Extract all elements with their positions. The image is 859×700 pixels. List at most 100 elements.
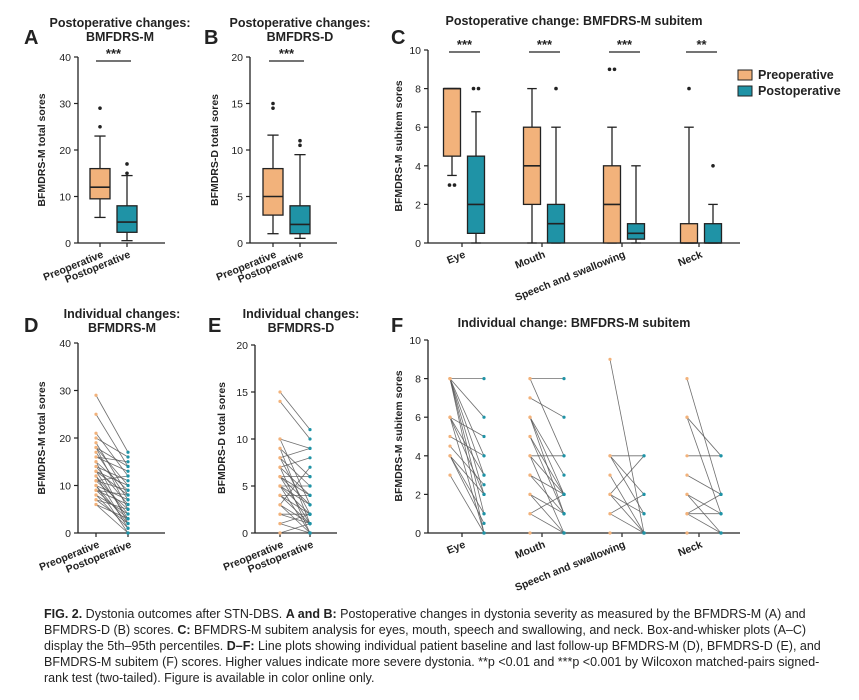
panel-f-pair-line (529, 494, 565, 534)
caption-fig-label: FIG. 2. (44, 607, 83, 621)
panel-a-y-tick-label: 20 (59, 145, 71, 157)
caption-text-4: Line plots showing individual patient ba… (44, 639, 821, 685)
panel-d-pair-line (95, 480, 129, 491)
panel-f-x-tick-label: Eye (445, 539, 467, 557)
panel-d-pre-point (94, 474, 98, 478)
panel-e-pre-point (278, 399, 282, 403)
panel-f-pair-line (609, 513, 645, 534)
panel-c-x-tick-label: Neck (676, 249, 704, 270)
panel-f-pre-point (608, 512, 612, 516)
panel-c-title: Postoperative change: BMFDRS-M subitem (446, 14, 703, 28)
panel-e-panel-label: E (208, 315, 221, 337)
panel-e-title: BFMDRS-D (268, 321, 335, 335)
panel-d-pre-point (94, 460, 98, 464)
panel-f-post-point (642, 454, 646, 458)
panel-d-post-point (126, 455, 130, 459)
panel-c-legend-label: Postoperative (758, 84, 841, 98)
panel-e-post-point (308, 522, 312, 526)
panel-c-post-box (703, 223, 723, 244)
panel-f-pre-point (528, 473, 532, 477)
panel-d-pair-line (95, 470, 129, 496)
panel-d-pair-line (95, 447, 129, 467)
panel-f-post-point (562, 415, 566, 419)
panel-e-pre-point (278, 522, 282, 526)
caption-text-2: Postoperative changes in dystonia severi… (44, 607, 806, 637)
panel-d-pre-point (94, 431, 98, 435)
panel-f-post-point (719, 512, 723, 516)
panel-f-pre-point (685, 531, 689, 535)
panel-f-pair-line (449, 455, 485, 524)
panel-b-post-outlier (298, 138, 302, 143)
panel-a-y-tick-label: 40 (59, 52, 71, 64)
panel-c-y-tick-label: 6 (415, 122, 421, 134)
panel-c-legend-label: Preoperative (758, 68, 834, 82)
panel-f-post-point (642, 512, 646, 516)
panel-f-pair-line (449, 417, 485, 495)
panel-e-pre-point (278, 512, 282, 516)
panel-f-pair-line (529, 436, 565, 495)
panel-e-title: Individual changes: (243, 307, 360, 321)
panel-f-post-point (482, 473, 486, 477)
panel-d-pair-line (95, 504, 129, 534)
panel-f-pre-point (685, 473, 689, 477)
panel-f-post-point (482, 377, 486, 381)
panel-f-pre-point (448, 454, 452, 458)
panel-d-post-point (126, 493, 130, 497)
panel-c-post-box (466, 155, 486, 234)
panel-f-pair-line (449, 474, 485, 534)
panel-e-pre-point (278, 493, 282, 497)
panel-b-pre-outlier (271, 101, 275, 106)
panel-f-post-point (482, 415, 486, 419)
panel-e-pair-line (279, 495, 311, 515)
panel-d-pair-line (95, 489, 129, 496)
panel-f-pair-line (529, 416, 565, 476)
panel-a-pre-outlier (98, 106, 102, 110)
panel-f-pre-point (608, 492, 612, 496)
panel-e-pre-point (278, 475, 282, 479)
panel-f-pre-point (608, 473, 612, 477)
panel-c-y-tick-label: 0 (415, 238, 421, 250)
panel-f-y-tick-label: 6 (415, 412, 421, 424)
panel-d-pair-line (95, 504, 129, 520)
panel-a-panel-label: A (24, 27, 38, 49)
panel-b-y-tick-label: 20 (231, 52, 243, 64)
panel-b-panel-label: B (204, 27, 218, 49)
panel-d-pair-line (95, 475, 129, 482)
panel-f-pre-point (448, 377, 452, 381)
panel-c-panel-label: C (391, 27, 405, 49)
panel-d-panel-label: D (24, 315, 38, 337)
panel-f-panel-label: F (391, 315, 403, 337)
panel-f-post-point (482, 531, 486, 535)
panel-d-post-point (126, 507, 130, 511)
panel-d-pair-line (95, 456, 129, 472)
panel-d-y-axis-label: BFMDRS-M total sores (36, 381, 48, 494)
panel-f-pre-point (685, 377, 689, 381)
panel-e-pre-point (278, 503, 282, 507)
panel-f-pair-line (609, 494, 645, 534)
panel-c-pre-outlier (447, 183, 452, 187)
panel-e-y-tick-label: 20 (236, 340, 248, 352)
panel-f-pair-line (449, 445, 485, 486)
panel-d-y-tick-label: 30 (59, 386, 71, 398)
panel-f-pair-line (529, 436, 565, 514)
panel-e-post-point (308, 475, 312, 479)
panel-b-title: Postoperative changes: (229, 16, 370, 30)
panel-e-post-point (308, 503, 312, 507)
panel-e-y-axis-label: BFMDRS-D total sores (216, 382, 228, 494)
panel-a-y-tick-label: 30 (59, 99, 71, 111)
panel-f-pair-line (686, 417, 722, 514)
panel-f-pre-point (685, 512, 689, 516)
panel-e-post-point (308, 437, 312, 441)
panel-f-pre-point (448, 415, 452, 419)
panel-c-post-outlier (554, 86, 558, 91)
panel-d-post-point (126, 502, 130, 507)
panel-a-pre-outlier (98, 124, 102, 129)
panel-f-pair-line (449, 455, 485, 514)
panel-b-post-box (289, 205, 311, 235)
panel-d-post-point (126, 460, 130, 464)
panel-e-y-tick-label: 15 (236, 387, 248, 399)
panel-c-pre-outlier (452, 183, 457, 187)
panel-f-post-point (642, 492, 646, 496)
panel-d-pair-line (95, 437, 129, 458)
